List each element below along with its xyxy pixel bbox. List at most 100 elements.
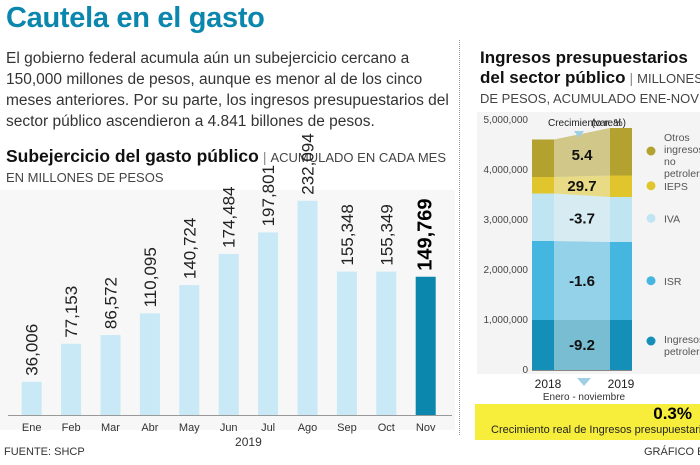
legend-swatch-isr (646, 276, 656, 286)
x-tick-oct: Oct (378, 422, 395, 434)
bar-jun (218, 253, 239, 415)
legend-swatch-otros-ingresos-no-petroleros (646, 146, 656, 156)
bar-ene (21, 381, 42, 415)
bar-2019-otros-ingresos-no-petroleros (610, 128, 632, 176)
y-tick: 2,000,000 (484, 265, 529, 276)
data-label-mar: 86,572 (102, 277, 121, 329)
bar-nov (415, 276, 436, 415)
x-tick-mar: Mar (101, 422, 120, 434)
bar-2018-otros-ingresos-no-petroleros (532, 139, 554, 177)
right-chart-title-line2: del sector público (480, 68, 626, 87)
graphic-credit: GRÁFICO EL (644, 446, 700, 458)
data-label-may: 140,724 (180, 218, 199, 279)
x-tick-feb: Feb (62, 422, 81, 434)
growth-label-iva: -3.7 (569, 210, 595, 227)
x-tick-jun: Jun (220, 422, 238, 434)
y-tick: 4,000,000 (484, 165, 529, 176)
y-tick: 1,000,000 (484, 315, 529, 326)
right-chart-heading: Ingresos presupuestarios del sector públ… (480, 48, 700, 109)
x-tick-abr: Abr (141, 422, 158, 434)
x-tick-ago: Ago (298, 422, 318, 434)
x-tick-nov: Nov (416, 422, 436, 434)
legend-label: petroleros (664, 346, 700, 358)
x-tick-may: May (179, 422, 200, 434)
legend-swatch-iva (646, 213, 656, 223)
bar-2019-iva (610, 197, 632, 242)
right-chart-subtitle-a: MILLONES (637, 71, 700, 86)
bar-ago (297, 200, 318, 415)
bar-2018-isr (532, 241, 554, 320)
crecimiento-pointer (574, 131, 584, 138)
bar-2018-ieps (532, 177, 554, 194)
bar-2018-iva (532, 193, 554, 241)
right-chart-subtitle-b: DE PESOS, ACUMULADO ENE-NOV (480, 91, 699, 106)
legend-label: petroleros (664, 168, 700, 180)
data-label-jul: 197,801 (259, 165, 278, 226)
legend-label: no (664, 156, 676, 168)
y-tick: 0 (522, 365, 528, 376)
legend-label: Ingresos (664, 334, 700, 346)
x-tick-ene: Ene (22, 422, 42, 434)
bar-may (179, 285, 200, 415)
bar-sep (336, 271, 357, 415)
growth-banner-value: 0.3% (653, 404, 692, 423)
legend-label: ISR (664, 276, 682, 288)
period-pointer (577, 378, 591, 386)
crecimiento-label: Crecimiento real (548, 118, 621, 129)
legend-label: IVA (664, 213, 680, 225)
page-title: Cautela en el gasto (6, 2, 265, 34)
growth-label-ieps: 29.7 (567, 178, 596, 195)
left-chart-subtitle: ACUMULADO EN CADA MES EN MILLONES DE PES… (6, 150, 447, 185)
bar-feb (61, 343, 82, 415)
data-label-nov: 149,769 (415, 198, 437, 270)
heading-separator: | (629, 70, 634, 86)
intro-paragraph: El gobierno federal acumula aún un subej… (6, 50, 449, 130)
growth-label-ingresos-petroleros: -9.2 (569, 337, 595, 354)
bar-2019-ieps (610, 175, 632, 197)
data-label-feb: 77,153 (62, 286, 81, 338)
x-tick-sep: Sep (337, 422, 357, 434)
y-tick: 3,000,000 (484, 215, 529, 226)
x-axis-year-label: 2019 (235, 435, 262, 449)
bar-oct (376, 271, 397, 415)
left-chart-title: Subejercicio del gasto público (6, 146, 259, 166)
legend-label: ingresos (664, 144, 700, 156)
section-divider (459, 40, 460, 435)
y-tick: 5,000,000 (484, 115, 529, 126)
source-note: FUENTE: SHCP (4, 446, 85, 458)
heading-separator: | (262, 149, 267, 165)
band-iva (554, 193, 610, 242)
bar-mar (100, 335, 121, 415)
growth-banner-text: Crecimiento real de Ingresos presupuesta… (491, 424, 700, 436)
growth-banner: 0.3% Crecimiento real de Ingresos presup… (475, 404, 700, 440)
legend-label: IEPS (664, 181, 688, 193)
right-chart-title-line1: Ingresos presupuestarios (480, 48, 688, 67)
legend-swatch-ingresos-petroleros (646, 336, 656, 346)
legend-label: Otros (664, 132, 690, 144)
bar-2019-ingresos-petroleros (610, 320, 632, 370)
period-label: Enero - noviembre (543, 392, 626, 403)
data-label-abr: 110,095 (141, 247, 160, 307)
x-tick-2019: 2019 (608, 377, 635, 391)
bar-jul (258, 232, 279, 415)
data-label-ago: 232,094 (299, 133, 318, 194)
data-label-sep: 155,348 (338, 204, 357, 265)
x-tick-jul: Jul (261, 422, 275, 434)
data-label-oct: 155,349 (377, 204, 396, 265)
subejercicio-bar-chart: 36,006 Ene 77,153 Feb 86,572 Mar 110,095 Abr 140… (8, 133, 452, 449)
band-ieps (554, 175, 610, 197)
bar-2018-ingresos-petroleros (532, 320, 554, 370)
bar-2019-isr (610, 242, 632, 320)
data-label-ene: 36,006 (23, 324, 42, 376)
band-otros-ingresos-no-petroleros (554, 128, 610, 177)
band-isr (554, 241, 610, 320)
band-ingresos-petroleros (554, 320, 610, 370)
x-tick-2018: 2018 (535, 377, 562, 391)
crecimiento-units: (var. %) (592, 118, 626, 129)
growth-label-isr: -1.6 (569, 273, 595, 290)
left-chart-heading: Subejercicio del gasto público | ACUMULADO… (6, 146, 456, 188)
legend-swatch-ieps (646, 181, 656, 191)
bar-abr (139, 313, 160, 415)
data-label-jun: 174,484 (220, 186, 239, 247)
